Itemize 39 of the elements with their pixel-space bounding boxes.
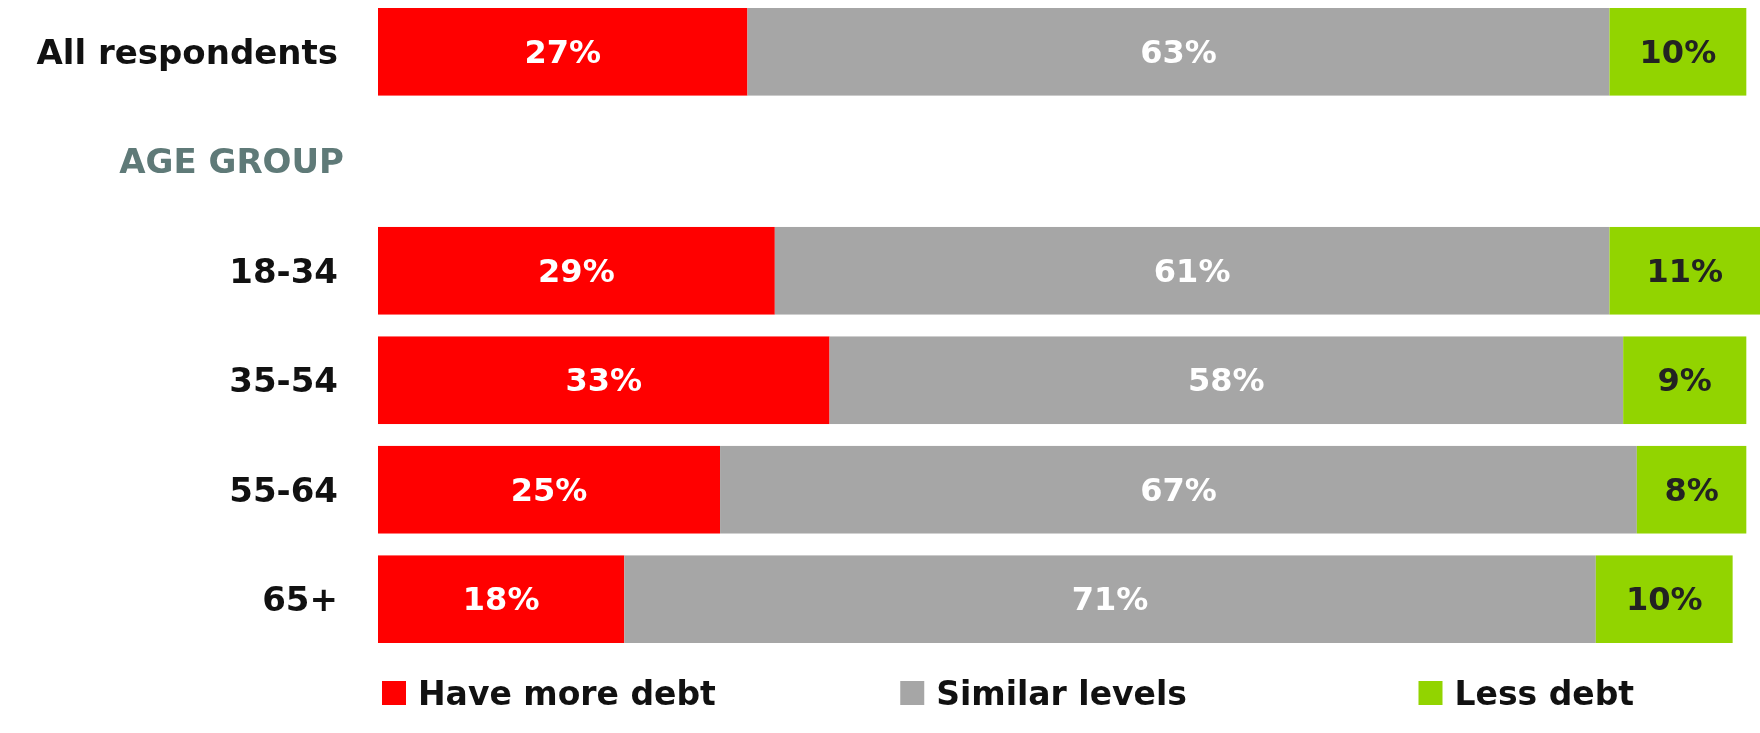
bar xyxy=(1595,555,1733,643)
bar xyxy=(378,8,748,96)
bar xyxy=(1609,226,1760,315)
y-tick-label: 35-54 xyxy=(229,360,338,401)
bar xyxy=(624,555,1596,643)
bar xyxy=(378,445,721,534)
legend-label: Have more debt xyxy=(418,673,717,713)
y-tick-label: AGE GROUP xyxy=(119,141,344,182)
data-label: 10% xyxy=(1639,32,1717,71)
data-label: 25% xyxy=(510,470,588,509)
data-label: 61% xyxy=(1153,251,1231,290)
legend-label: Less debt xyxy=(1454,673,1635,713)
bar xyxy=(378,226,775,315)
y-tick-label: 18-34 xyxy=(229,250,338,291)
data-label: 71% xyxy=(1071,580,1149,619)
legend-label: Similar levels xyxy=(936,673,1187,713)
bar xyxy=(720,445,1637,534)
bar xyxy=(1623,336,1747,425)
bar xyxy=(378,336,830,425)
data-label: 10% xyxy=(1625,580,1703,619)
y-tick-label: All respondents xyxy=(36,31,338,72)
bar xyxy=(747,8,1610,96)
bar xyxy=(1636,445,1747,534)
y-tick-label: 65+ xyxy=(262,579,338,620)
bar xyxy=(829,336,1624,425)
data-label: 27% xyxy=(524,32,602,71)
data-label: 63% xyxy=(1140,32,1217,71)
data-label: 58% xyxy=(1188,361,1265,400)
bar xyxy=(774,226,1610,315)
data-label: 33% xyxy=(565,361,643,400)
data-label: 9% xyxy=(1657,361,1712,400)
y-tick-label: 55-64 xyxy=(229,469,338,510)
data-label: 29% xyxy=(538,251,615,290)
data-label: 18% xyxy=(462,580,540,619)
data-label: 11% xyxy=(1646,251,1724,290)
bar xyxy=(378,555,625,643)
data-label: 67% xyxy=(1140,470,1217,509)
bar xyxy=(1609,8,1747,96)
data-label: 8% xyxy=(1664,470,1719,509)
